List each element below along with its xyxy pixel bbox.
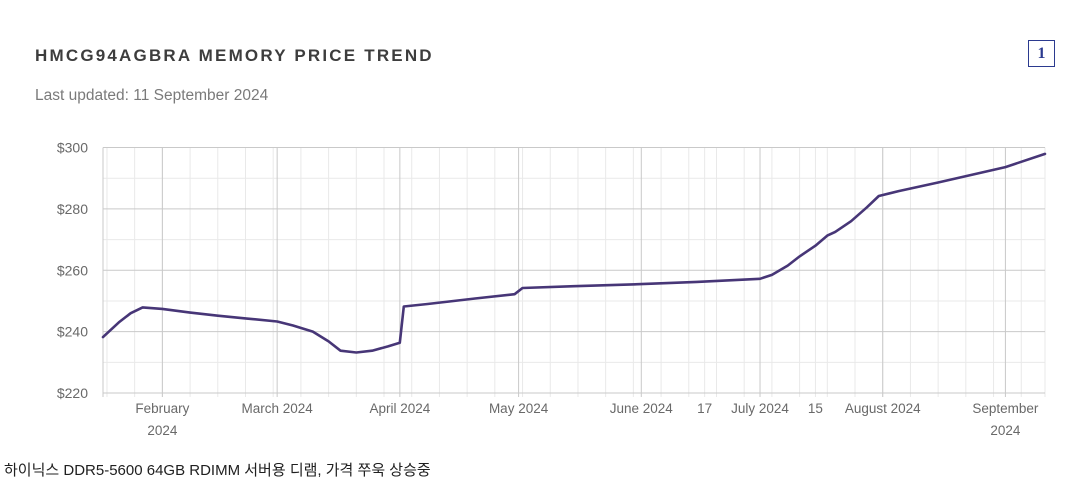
x-tick-label: June 2024 <box>610 401 674 416</box>
x-axis-labels: February 2024 March 2024 April 2024 May 2024… <box>135 401 1039 438</box>
x-tick-label: 2024 <box>147 423 178 438</box>
annotation-badge-1[interactable]: 1 <box>1028 40 1055 67</box>
x-tick-label: August 2024 <box>845 401 921 416</box>
x-tick-label: 2024 <box>990 423 1021 438</box>
price-line-series <box>101 152 1047 354</box>
x-tick-label: 17 <box>697 401 712 416</box>
caption-text: 하이닉스 DDR5-5600 64GB RDIMM 서버용 디램, 가격 쭈욱 … <box>4 462 431 479</box>
y-tick-label: $300 <box>57 140 88 156</box>
x-tick-label: February <box>135 401 189 416</box>
x-tick-label: April 2024 <box>369 401 430 416</box>
y-tick-label: $280 <box>57 201 88 217</box>
x-gridlines-minor <box>106 147 1046 397</box>
y-tick-label: $260 <box>57 262 88 278</box>
y-tick-label: $240 <box>57 324 88 340</box>
y-tick-label: $220 <box>57 385 88 401</box>
price-trend-chart-canvas: $220 $240 $260 $280 $300 February 2024 March 20… <box>57 140 1047 438</box>
last-updated-text: Last updated: 11 September 2024 <box>35 87 269 104</box>
y-axis-labels: $220 $240 $260 $280 $300 <box>57 140 88 402</box>
x-tick-label: September <box>972 401 1039 416</box>
page-title: HMCG94AGBRA MEMORY PRICE TREND <box>35 46 434 65</box>
price-trend-chart: $220 $240 $260 $280 $300 February 2024 March 20… <box>0 133 1076 453</box>
y-gridlines-minor <box>103 177 1045 363</box>
series-group <box>101 152 1047 354</box>
x-tick-label: July 2024 <box>731 401 789 416</box>
x-tick-label: 15 <box>808 401 823 416</box>
x-tick-label: May 2024 <box>489 401 549 416</box>
x-tick-label: March 2024 <box>242 401 314 416</box>
y-gridlines-major <box>103 147 1045 394</box>
x-gridlines-major <box>102 147 1006 397</box>
